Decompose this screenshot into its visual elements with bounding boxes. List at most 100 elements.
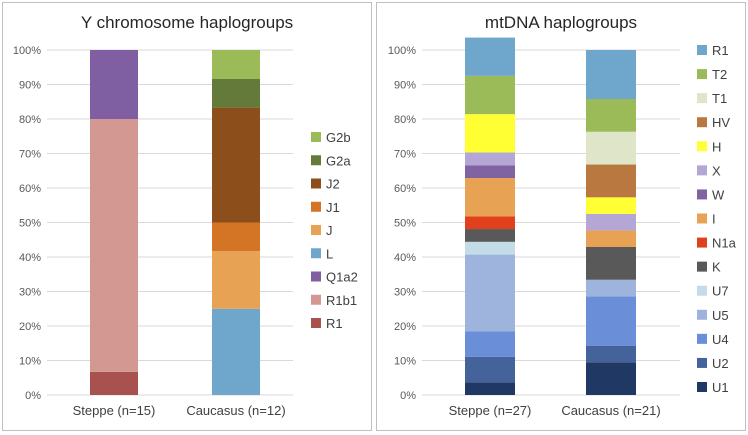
bar-segment-g2a (212, 78, 260, 108)
legend-swatch (697, 382, 707, 392)
bar-segment-u1 (465, 382, 515, 395)
legend-swatch (697, 213, 707, 224)
bar-segment-j (212, 251, 260, 309)
legend-label: U2 (712, 356, 729, 371)
chart-title: Y chromosome haplogroups (80, 13, 294, 32)
bar-segment-x (586, 213, 636, 231)
bar-segment-t1 (586, 131, 636, 165)
bar-segment-i (465, 177, 515, 217)
bar-segment-i (586, 230, 636, 247)
legend-label: H (712, 139, 721, 154)
mtdna-chart-panel: mtDNA haplogroups 0% 10% 20% 30% 40% 50% 60% 70… (376, 2, 746, 431)
legend-swatch (311, 155, 321, 166)
legend-swatch (311, 225, 321, 235)
legend-swatch (311, 294, 321, 305)
y-tick-label: 100% (13, 45, 41, 57)
legend-label: G2b (326, 130, 351, 145)
legend-label: W (712, 187, 725, 202)
bar-segment-w (465, 165, 515, 178)
y-tick-label: 80% (394, 114, 416, 126)
legend-swatch (697, 69, 707, 80)
legend-label: K (712, 260, 721, 275)
bar-segment-j2 (212, 107, 260, 223)
bar-segment-r1b1 (90, 119, 138, 372)
legend-label: Q1a2 (326, 270, 358, 285)
bar-segment-r1 (586, 50, 636, 99)
legend-label: U5 (712, 308, 729, 323)
y-tick-label: 60% (394, 183, 416, 195)
y-tick-label: 0% (25, 390, 41, 402)
legend-swatch (311, 132, 321, 142)
x-category-label: Caucasus (n=12) (186, 403, 285, 418)
legend-swatch (697, 357, 707, 368)
y-tick-label: 90% (19, 80, 41, 92)
legend-label: R1 (326, 316, 343, 331)
x-category-label: Caucasus (n=21) (561, 403, 660, 418)
bar-segment-u1 (586, 362, 636, 395)
legend-swatch (697, 237, 707, 248)
legend-label: U7 (712, 284, 729, 299)
legend-label: G2a (326, 153, 351, 168)
y-tick-label: 50% (19, 218, 41, 230)
y-tick-label: 90% (394, 80, 416, 92)
bar-segment-u4 (465, 331, 515, 357)
legend-label: J2 (326, 177, 340, 192)
legend-label: J (326, 223, 333, 238)
y-chromosome-chart-panel: Y chromosome haplogroups 0% 10% 20% 30% 40% 5… (2, 2, 372, 431)
legend-label: R1b1 (326, 293, 357, 308)
bar-segment-g2b (212, 50, 260, 79)
legend-label: U4 (712, 332, 729, 347)
bar-segment-t2 (586, 98, 636, 132)
legend-label: U1 (712, 380, 729, 395)
legend-label: T1 (712, 91, 727, 106)
y-tick-label: 50% (394, 218, 416, 230)
y-tick-label: 60% (19, 183, 41, 195)
x-category-label: Steppe (n=15) (73, 403, 156, 418)
legend-swatch (311, 201, 321, 212)
legend-label: L (326, 246, 333, 261)
bar-segment-u5 (586, 279, 636, 297)
y-chromosome-chart: 0% 10% 20% 30% 40% 50% 60% 70% 80% 90% 100% Steppe … (13, 45, 358, 418)
y-tick-label: 20% (19, 321, 41, 333)
bar-segment-h (465, 114, 515, 153)
y-tick-label: 10% (394, 356, 416, 368)
legend-label: I (712, 212, 716, 227)
bar-segment-u4 (586, 296, 636, 346)
chart-title: mtDNA haplogroups (484, 13, 638, 32)
legend-swatch (311, 271, 321, 282)
bar-segment-t2 (465, 75, 515, 115)
legend-swatch (697, 93, 707, 104)
legend-swatch (697, 165, 707, 176)
bar-segment-k (465, 229, 515, 242)
legend-swatch (697, 189, 707, 200)
legend-swatch (311, 318, 321, 328)
y-tick-label: 80% (19, 114, 41, 126)
legend-label: R1 (712, 43, 729, 58)
y-tick-label: 30% (19, 287, 41, 299)
y-tick-label: 70% (19, 149, 41, 161)
bar-segment-x (465, 152, 515, 166)
y-tick-label: 40% (19, 252, 41, 264)
bar-segment-u2 (465, 356, 515, 383)
y-tick-label: 30% (394, 287, 416, 299)
legend-swatch (697, 45, 707, 55)
y-tick-label: 100% (388, 45, 416, 57)
y-tick-label: 70% (394, 149, 416, 161)
y-tick-label: 10% (19, 356, 41, 368)
bar-segment-u2 (586, 345, 636, 363)
legend-swatch (697, 333, 707, 344)
bar-segment-h (586, 197, 636, 214)
legend-swatch (311, 248, 321, 259)
bar-segment-l (212, 308, 260, 395)
bar-segment-hv (586, 164, 636, 198)
legend-label: T2 (712, 67, 727, 82)
bar-segment-j1 (212, 222, 260, 252)
bar-segment-r1 (90, 371, 138, 395)
bar-segment-u7 (465, 241, 515, 255)
x-category-label: Steppe (n=27) (449, 403, 532, 418)
y-tick-label: 0% (400, 390, 416, 402)
legend-swatch (697, 141, 707, 152)
legend-swatch (697, 285, 707, 296)
y-tick-label: 20% (394, 321, 416, 333)
bar-segment-n1a (465, 216, 515, 230)
